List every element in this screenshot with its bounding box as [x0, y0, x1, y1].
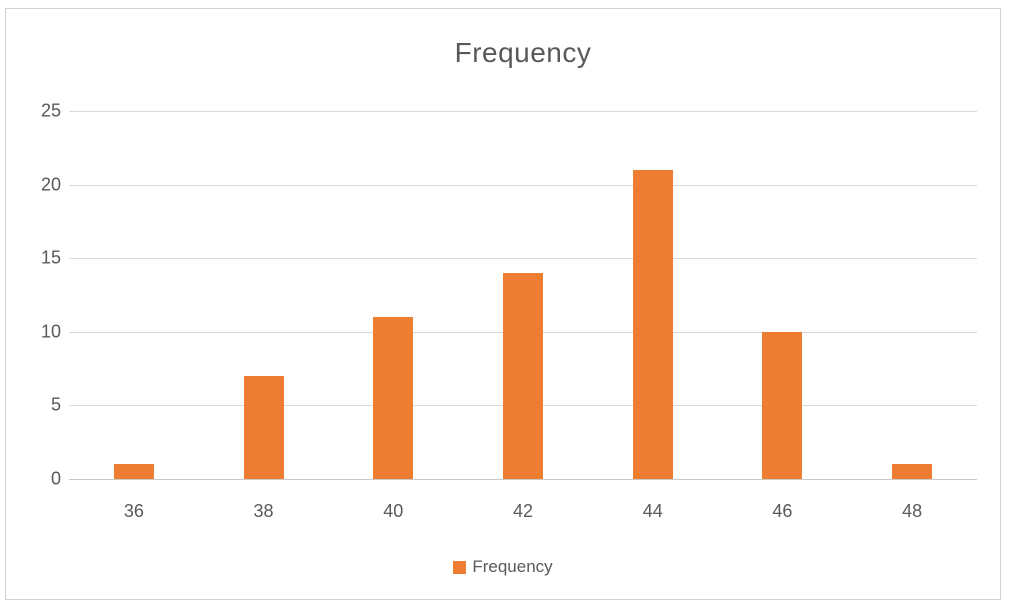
gridline: [69, 111, 977, 112]
legend-label: Frequency: [472, 557, 553, 576]
y-tick-label: 25: [40, 100, 61, 121]
gridline: [69, 184, 977, 186]
x-tick-label: 44: [642, 501, 663, 521]
bar-40: [373, 317, 414, 479]
x-tick-label: 36: [123, 501, 144, 521]
x-tick-label: 48: [902, 501, 923, 521]
x-tick-label: 40: [383, 501, 404, 521]
x-tick-label: 46: [772, 501, 793, 521]
bar-44: [632, 169, 673, 479]
y-tick-label: 0: [50, 468, 61, 489]
bar-48: [892, 464, 933, 479]
chart-title: Frequency: [454, 37, 592, 68]
x-tick-label: 42: [512, 501, 534, 521]
legend-swatch-icon: [453, 560, 467, 574]
plot-area: [69, 111, 977, 480]
y-tick-label: 15: [40, 247, 61, 268]
x-axis-line: [69, 479, 977, 480]
x-axis: 36 38 40 42 44 46 48: [69, 497, 977, 525]
bar-36: [113, 464, 154, 479]
y-tick-label: 5: [50, 394, 61, 415]
bar-42: [503, 272, 543, 479]
y-tick-label: 10: [40, 321, 61, 342]
bar-38: [243, 375, 284, 479]
legend: Frequency: [6, 557, 1000, 577]
y-axis: 0 5 10 15 20 25: [6, 101, 61, 489]
chart-frame: Frequency 0 5 10 15 20 25 36 38 40 42 44 46 48 Freq…: [5, 8, 1001, 600]
y-tick-label: 20: [40, 174, 61, 195]
gridline: [69, 258, 977, 260]
bar-46: [762, 331, 803, 479]
x-tick-label: 38: [253, 501, 274, 521]
